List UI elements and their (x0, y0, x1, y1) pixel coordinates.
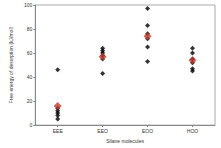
svg-text:100: 100 (24, 2, 33, 8)
svg-text:EOO: EOO (142, 128, 153, 134)
svg-text:80: 80 (27, 26, 33, 32)
svg-text:EEE: EEE (53, 128, 64, 134)
svg-text:Free energy of desorption (kJ/: Free energy of desorption (kJ/mol) (8, 27, 14, 104)
svg-text:60: 60 (27, 50, 33, 56)
svg-text:HOO: HOO (187, 128, 199, 134)
svg-text:Silane molecules: Silane molecules (106, 138, 144, 144)
svg-text:20: 20 (27, 98, 33, 104)
svg-text:0: 0 (29, 122, 32, 128)
svg-text:EEO: EEO (97, 128, 108, 134)
svg-text:40: 40 (27, 74, 33, 80)
